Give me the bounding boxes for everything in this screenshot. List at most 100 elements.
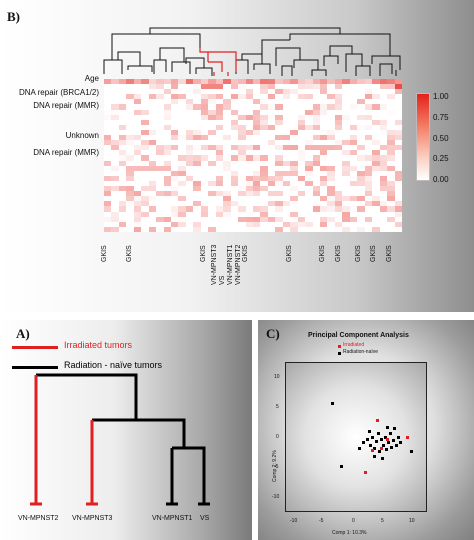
heatmap-cell [171, 206, 179, 212]
heatmap-cell [163, 124, 172, 130]
heatmap-cell [185, 135, 194, 141]
heatmap-cell [200, 79, 209, 85]
dendrogram-panel: A) Irradiated tumors Radiation - naïve t… [0, 320, 252, 540]
panel-b-label: B) [7, 9, 20, 24]
heatmap-cell [372, 165, 380, 171]
heatmap-cell [193, 186, 201, 192]
heatmap-cell [193, 221, 201, 227]
heatmap-cell [334, 206, 343, 212]
column-label: GKIS [355, 245, 362, 262]
heatmap-cell [208, 145, 216, 151]
heatmap-cell [252, 191, 261, 197]
heatmap-cell [364, 191, 373, 197]
heatmap-cell [126, 227, 133, 232]
heatmap-cell [118, 206, 127, 212]
heatmap-cell [305, 165, 313, 171]
heatmap-cell [312, 191, 321, 197]
heatmap-cell [185, 79, 194, 85]
heatmap-cell [230, 145, 239, 151]
heatmap-cell [118, 186, 127, 192]
heatmap-cell [252, 124, 261, 130]
column-label: GKIS [101, 245, 108, 262]
column-label: GKIS [335, 245, 342, 262]
heatmap-cell [372, 155, 380, 161]
heatmap-cell [111, 114, 119, 120]
heatmap-cell [230, 180, 239, 187]
heatmap-cell [267, 191, 276, 197]
color-scale-tick: 0.25 [433, 154, 449, 163]
legend-label-irradiated: Irradiated tumors [64, 340, 133, 350]
heatmap-cell [297, 94, 306, 100]
heatmap-cell [141, 145, 149, 151]
heatmap-cell [252, 114, 261, 120]
color-scale-tick: 0.00 [433, 175, 449, 184]
heatmap-cell [133, 211, 142, 217]
heatmap-cell [357, 180, 365, 187]
heatmap-cell [305, 145, 313, 151]
heatmap-cell [141, 109, 149, 115]
heatmap-cell [111, 216, 119, 222]
heatmap-cell [260, 165, 268, 171]
heatmap-cell [252, 119, 261, 125]
heatmap-cell [230, 175, 239, 181]
heatmap-cell [349, 135, 358, 141]
heatmap-cell [193, 129, 201, 136]
heatmap-cell [260, 124, 268, 130]
pca-point-naive [386, 426, 389, 429]
heatmap-cell [394, 119, 402, 125]
heatmap-cell [320, 196, 328, 202]
column-label-vn-mpnst3: VN-MPNST3 [211, 244, 218, 285]
heatmap-cell [245, 191, 253, 197]
heatmap-cell [141, 140, 149, 146]
heatmap-cell [342, 150, 350, 156]
heatmap-cell [238, 135, 246, 141]
heatmap-cell [275, 206, 283, 212]
x-tick: 10 [409, 518, 415, 524]
heatmap-cell [193, 226, 201, 232]
heatmap-cell [252, 170, 261, 176]
heatmap-cell [238, 129, 246, 136]
heatmap-cell [320, 135, 328, 141]
heatmap-cell [163, 175, 172, 181]
heatmap-cell [141, 196, 149, 202]
heatmap-cell [208, 109, 216, 115]
heatmap-cell [133, 79, 142, 85]
heatmap-cell [148, 129, 157, 136]
heatmap-cell [267, 84, 276, 90]
heatmap-cell [364, 114, 373, 120]
heatmap-cell [126, 79, 134, 85]
heatmap-cell [163, 191, 172, 197]
column-label: GKIS [370, 245, 377, 262]
heatmap-cell [357, 175, 365, 181]
heatmap-cell [111, 145, 119, 151]
heatmap-cell [260, 216, 268, 222]
heatmap-cell [305, 180, 313, 187]
pca-point-naive [381, 457, 384, 460]
heatmap-cell [312, 79, 321, 85]
heatmap-cell [163, 89, 172, 95]
heatmap-cell [364, 180, 373, 187]
heatmap-cell [156, 227, 163, 232]
heatmap-cell [268, 227, 275, 232]
heatmap-cell [297, 124, 306, 130]
heatmap-cell [148, 84, 157, 90]
heatmap-cell [252, 221, 261, 227]
heatmap-cell [305, 109, 313, 115]
heatmap-cell [178, 206, 186, 212]
legend-label-naive: Radiation - naïve tumors [64, 360, 163, 370]
heatmap-cell [275, 155, 283, 161]
heatmap-cell [246, 227, 253, 232]
heatmap-cell [394, 84, 402, 90]
pca-point-naive [384, 436, 387, 439]
heatmap-cell [320, 109, 328, 115]
heatmap-cell [320, 84, 328, 90]
heatmap-cell [290, 211, 298, 217]
heatmap-cell [334, 104, 343, 110]
heatmap-cell [126, 135, 134, 141]
heatmap-cell [342, 196, 350, 202]
heatmap-cell [334, 79, 343, 85]
y-tick: -5 [274, 464, 279, 470]
heatmap-cell [305, 160, 313, 166]
heatmap-cell [126, 170, 134, 176]
heatmap-cell [320, 104, 328, 110]
